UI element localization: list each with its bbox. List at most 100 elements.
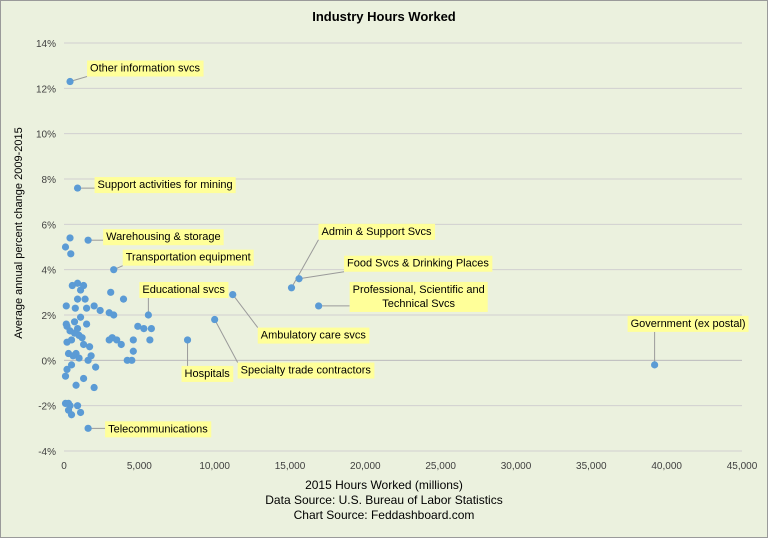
data-point — [107, 288, 115, 296]
data-point — [67, 361, 76, 369]
data-point — [76, 286, 85, 294]
chart-title: Industry Hours Worked — [312, 9, 456, 24]
data-point — [287, 284, 296, 292]
x-tick-label: 5,000 — [127, 461, 152, 472]
data-source: Data Source: U.S. Bureau of Labor Statis… — [265, 493, 503, 507]
data-point — [651, 361, 659, 369]
leader-line — [214, 319, 239, 363]
data-point — [61, 372, 70, 380]
data-point — [68, 281, 76, 290]
point-label: Other information svcs — [87, 60, 204, 77]
data-point — [128, 356, 136, 364]
leader-line — [298, 271, 345, 280]
x-tick-label: 45,000 — [727, 461, 758, 472]
point-label-text: Ambulatory care svcs — [261, 330, 367, 342]
point-label: Specialty trade contractors — [237, 362, 375, 379]
data-point — [113, 336, 121, 344]
data-point — [76, 408, 85, 417]
data-point — [110, 266, 118, 274]
data-point — [66, 77, 74, 86]
point-label-text: Admin & Support Svcs — [322, 226, 433, 238]
point-label-box — [94, 177, 236, 194]
point-label-box — [318, 223, 436, 240]
data-point — [96, 306, 104, 315]
data-point — [62, 302, 70, 310]
point-label-text: Warehousing & storage — [106, 231, 221, 243]
data-point — [117, 340, 125, 349]
point-label: Support activities for mining — [94, 177, 236, 194]
point-label-text: Government (ex postal) — [631, 318, 746, 330]
data-point — [79, 374, 88, 383]
y-tick-label: 12% — [36, 84, 56, 95]
data-point — [73, 402, 82, 410]
x-tick-label: 15,000 — [275, 461, 306, 472]
data-point — [110, 311, 118, 319]
data-point — [90, 383, 98, 392]
data-point — [69, 352, 77, 360]
data-point — [73, 295, 82, 303]
y-tick-label: 4% — [42, 266, 57, 277]
data-point — [147, 325, 155, 333]
point-label: Ambulatory care svcs — [257, 327, 370, 344]
data-point — [67, 250, 75, 258]
x-tick-label: 35,000 — [576, 461, 607, 472]
y-tick-label: -2% — [38, 402, 56, 413]
data-point — [129, 347, 137, 355]
y-tick-label: 2% — [42, 311, 57, 322]
point-label: Hospitals — [181, 365, 234, 382]
x-axis-title: 2015 Hours Worked (millions) — [305, 478, 463, 492]
chart-source: Chart Source: Feddashboard.com — [293, 508, 475, 522]
point-label-text: Professional, Scientific and — [353, 284, 485, 296]
data-point — [76, 313, 85, 321]
data-point — [67, 411, 76, 419]
data-point — [84, 356, 92, 364]
data-point — [295, 275, 303, 283]
data-point — [84, 236, 92, 244]
point-label-box — [237, 362, 375, 379]
point-label-text: Food Svcs & Drinking Places — [347, 258, 489, 270]
axes: -4% -2% 0% 2% 4% 6% 8% 10% 12% 14% 0 5,000 10,000 15,… — [36, 39, 758, 472]
data-points — [61, 77, 659, 432]
point-label: Food Svcs & Drinking Places — [344, 255, 493, 272]
data-point — [119, 295, 128, 303]
data-point — [211, 315, 219, 324]
point-label: Warehousing & storage — [103, 229, 224, 246]
y-tick-label: 14% — [36, 39, 56, 50]
point-labels: Other information svcs Support activities… — [87, 60, 749, 438]
data-point — [78, 334, 86, 342]
point-label-box — [257, 327, 370, 344]
x-tick-label: 25,000 — [425, 461, 456, 472]
data-point — [67, 336, 76, 344]
data-point — [140, 325, 148, 333]
point-label-box — [105, 421, 212, 438]
x-tick-label: 10,000 — [199, 461, 230, 472]
point-label-box — [627, 315, 749, 332]
y-tick-label: 6% — [42, 220, 57, 231]
y-tick-label: 8% — [42, 175, 57, 186]
point-label: Government (ex postal) — [627, 315, 749, 332]
data-point — [315, 302, 323, 310]
gridlines — [64, 42, 742, 452]
data-point — [73, 184, 82, 192]
chart-footer: 2015 Hours Worked (millions) Data Source… — [0, 478, 768, 523]
data-point — [86, 343, 94, 351]
y-tick-label: 10% — [36, 130, 56, 141]
data-point — [229, 291, 237, 299]
x-tick-label: 0 — [61, 461, 67, 472]
data-point — [81, 295, 89, 303]
data-point — [134, 322, 142, 330]
data-point — [63, 365, 71, 373]
x-tick-label: 40,000 — [651, 461, 682, 472]
y-axis-title: Average annual percent change 2009-2015 — [13, 127, 25, 338]
data-point — [71, 304, 79, 312]
point-label-box — [349, 281, 488, 312]
point-label: Transportation equipment — [122, 249, 254, 266]
point-label: Admin & Support Svcs — [318, 223, 436, 240]
data-point — [72, 381, 80, 389]
point-label-text: Educational svcs — [142, 284, 225, 296]
data-point — [84, 424, 92, 432]
data-point — [83, 320, 91, 328]
data-point — [66, 234, 74, 242]
x-tick-label: 20,000 — [350, 461, 381, 472]
